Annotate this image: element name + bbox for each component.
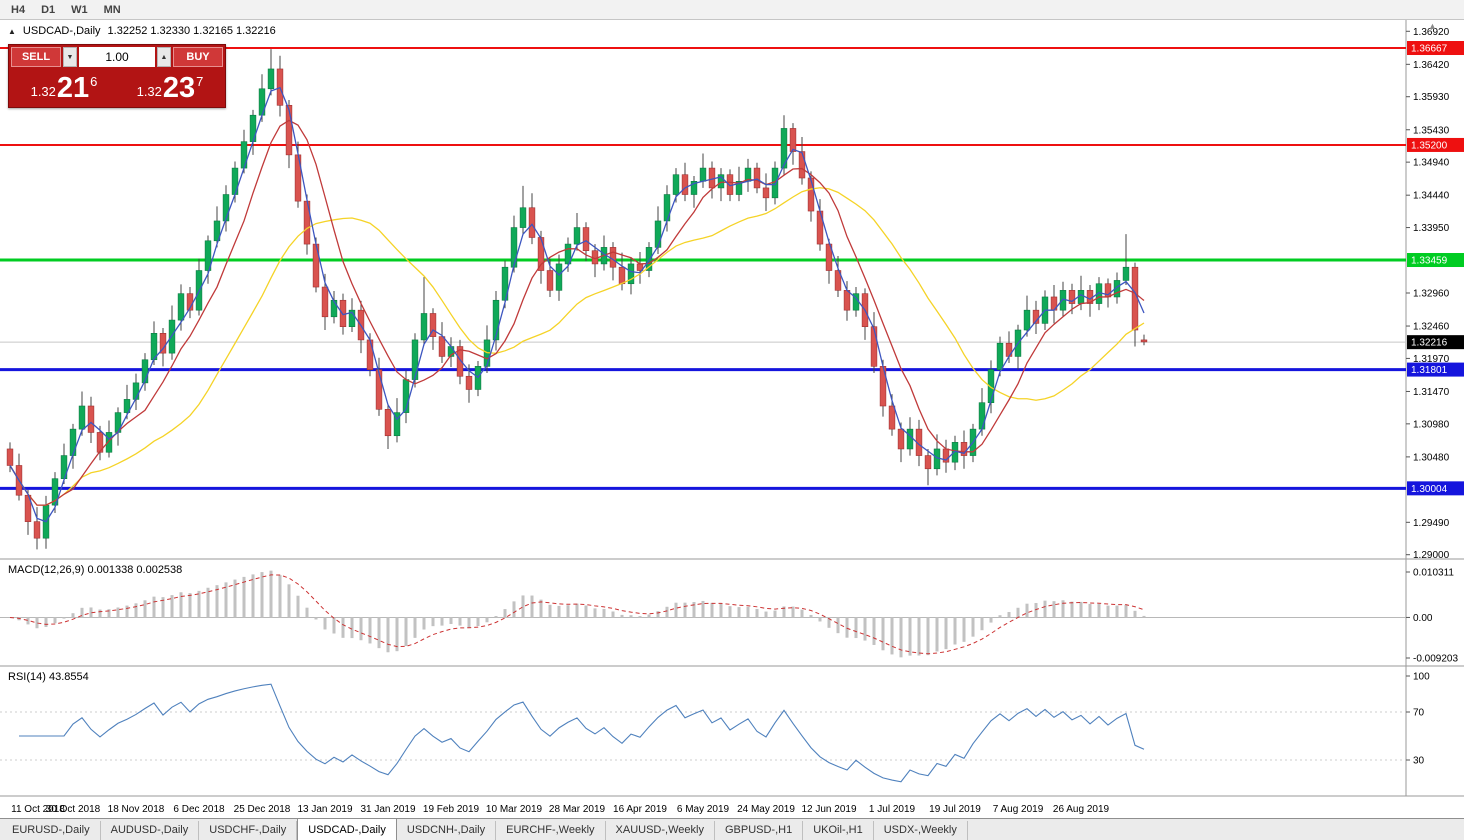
ohlc-values: 1.32252 1.32330 1.32165 1.32216 — [107, 25, 276, 37]
one-click-toggle-icon[interactable]: ▲ — [8, 26, 16, 36]
svg-text:31 Jan 2019: 31 Jan 2019 — [360, 804, 415, 815]
svg-text:1.34940: 1.34940 — [1413, 158, 1450, 169]
timeframe-mn-button[interactable]: MN — [97, 2, 128, 18]
volume-up-button[interactable]: ▲ — [157, 47, 171, 67]
chart-title: ▲ USDCAD-,Daily 1.32252 1.32330 1.32165 … — [8, 25, 276, 37]
svg-text:1.36420: 1.36420 — [1413, 60, 1450, 71]
sell-button[interactable]: SELL — [11, 47, 61, 67]
svg-text:16 Apr 2019: 16 Apr 2019 — [613, 804, 667, 815]
buy-price-main: 23 — [162, 72, 196, 104]
pane-separators — [0, 20, 1464, 797]
svg-text:-0.009203: -0.009203 — [1413, 654, 1458, 665]
buy-price-prefix: 1.32 — [136, 84, 162, 99]
svg-text:18 Nov 2018: 18 Nov 2018 — [108, 804, 165, 815]
svg-text:1.33459: 1.33459 — [1411, 256, 1448, 267]
svg-text:26 Aug 2019: 26 Aug 2019 — [1053, 804, 1110, 815]
svg-text:1.30004: 1.30004 — [1411, 484, 1448, 495]
sell-price-pip: 6 — [90, 74, 98, 89]
svg-text:1.31970: 1.31970 — [1413, 354, 1450, 365]
svg-text:11 Oct 2018: 11 Oct 2018 — [11, 804, 65, 815]
svg-text:24 May 2019: 24 May 2019 — [737, 804, 795, 815]
chart-tab-eurchf[interactable]: EURCHF-,Weekly — [496, 821, 606, 840]
volume-input[interactable]: 1.00 — [79, 47, 155, 67]
chart-tab-audusd[interactable]: AUDUSD-,Daily — [101, 821, 200, 840]
chart-tabs-bar: EURUSD-,Daily AUDUSD-,Daily USDCHF-,Daily U… — [0, 818, 1464, 840]
svg-text:100: 100 — [1413, 672, 1430, 683]
scroll-top-icon[interactable]: ▲ — [1428, 21, 1437, 31]
chart-tab-usdchf[interactable]: USDCHF-,Daily — [199, 821, 298, 840]
svg-text:70: 70 — [1413, 708, 1425, 719]
chart-tab-usdcad[interactable]: USDCAD-,Daily — [297, 818, 397, 840]
svg-text:19 Feb 2019: 19 Feb 2019 — [423, 804, 480, 815]
svg-text:1.34440: 1.34440 — [1413, 191, 1450, 202]
svg-text:13 Jan 2019: 13 Jan 2019 — [297, 804, 352, 815]
rsi-pane — [0, 683, 1406, 783]
svg-text:25 Dec 2018: 25 Dec 2018 — [234, 804, 291, 815]
chart-area: 1.36920 1.36420 1.35930 1.35430 1.34940 1.344… — [0, 20, 1464, 818]
timeframe-d1-button[interactable]: D1 — [34, 2, 62, 18]
svg-text:19 Jul 2019: 19 Jul 2019 — [929, 804, 981, 815]
sell-price-prefix: 1.32 — [30, 84, 56, 99]
svg-text:0.00: 0.00 — [1413, 613, 1433, 624]
buy-price-pip: 7 — [196, 74, 204, 89]
macd-pane — [0, 570, 1406, 658]
svg-text:1.30980: 1.30980 — [1413, 419, 1450, 430]
chart-tab-eurusd[interactable]: EURUSD-,Daily — [2, 821, 101, 840]
svg-text:10 Mar 2019: 10 Mar 2019 — [486, 804, 543, 815]
svg-text:1.36667: 1.36667 — [1411, 44, 1448, 55]
chart-tab-gbpusd[interactable]: GBPUSD-,H1 — [715, 821, 804, 840]
chart-tab-ukoil[interactable]: UKOil-,H1 — [803, 821, 874, 840]
chart-tab-usdx[interactable]: USDX-,Weekly — [874, 821, 968, 840]
timeframe-toolbar: H4 D1 W1 MN — [0, 0, 1464, 20]
symbol-title: USDCAD-,Daily — [22, 25, 101, 37]
chart-tab-usdcnh[interactable]: USDCNH-,Daily — [397, 821, 497, 840]
svg-text:1.31470: 1.31470 — [1413, 387, 1450, 398]
svg-text:30 Oct 2018: 30 Oct 2018 — [46, 804, 101, 815]
svg-text:6 Dec 2018: 6 Dec 2018 — [173, 804, 225, 815]
svg-text:1.29490: 1.29490 — [1413, 518, 1450, 529]
svg-text:1.32460: 1.32460 — [1413, 322, 1450, 333]
macd-indicator-label: MACD(12,26,9) 0.001338 0.002538 — [8, 564, 183, 576]
buy-button[interactable]: BUY — [173, 47, 223, 67]
timeframe-h4-button[interactable]: H4 — [4, 2, 32, 18]
svg-text:1.31801: 1.31801 — [1411, 365, 1448, 376]
svg-text:30: 30 — [1413, 756, 1425, 767]
one-click-trading-panel: SELL ▼ 1.00 ▲ BUY 1.32 21 6 1.32 23 7 — [8, 44, 226, 108]
svg-text:1.30480: 1.30480 — [1413, 452, 1450, 463]
volume-down-button[interactable]: ▼ — [63, 47, 77, 67]
price-axis: 1.36920 1.36420 1.35930 1.35430 1.34940 1.344… — [1406, 27, 1464, 767]
svg-text:1 Jul 2019: 1 Jul 2019 — [869, 804, 916, 815]
sell-price-main: 21 — [56, 72, 90, 104]
svg-text:0.010311: 0.010311 — [1413, 568, 1454, 579]
svg-text:1.32960: 1.32960 — [1413, 288, 1450, 299]
rsi-indicator-label: RSI(14) 43.8554 — [8, 671, 89, 683]
sell-price[interactable]: 1.32 21 6 — [11, 67, 117, 105]
svg-text:1.35200: 1.35200 — [1411, 140, 1448, 151]
main-pane — [0, 47, 1406, 550]
svg-text:1.29000: 1.29000 — [1413, 550, 1450, 561]
svg-text:7 Aug 2019: 7 Aug 2019 — [993, 804, 1044, 815]
buy-price[interactable]: 1.32 23 7 — [117, 67, 223, 105]
svg-text:28 Mar 2019: 28 Mar 2019 — [549, 804, 606, 815]
svg-text:1.36920: 1.36920 — [1413, 27, 1450, 38]
price-chart-canvas[interactable]: 1.36920 1.36420 1.35930 1.35430 1.34940 1.344… — [0, 20, 1464, 818]
svg-text:1.35430: 1.35430 — [1413, 125, 1450, 136]
svg-text:12 Jun 2019: 12 Jun 2019 — [801, 804, 856, 815]
chart-tab-xauusd[interactable]: XAUUSD-,Weekly — [606, 821, 715, 840]
svg-text:6 May 2019: 6 May 2019 — [677, 804, 730, 815]
svg-text:1.35930: 1.35930 — [1413, 92, 1450, 103]
timeframe-w1-button[interactable]: W1 — [64, 2, 95, 18]
svg-text:1.33950: 1.33950 — [1413, 223, 1450, 234]
svg-text:1.32216: 1.32216 — [1411, 338, 1448, 349]
